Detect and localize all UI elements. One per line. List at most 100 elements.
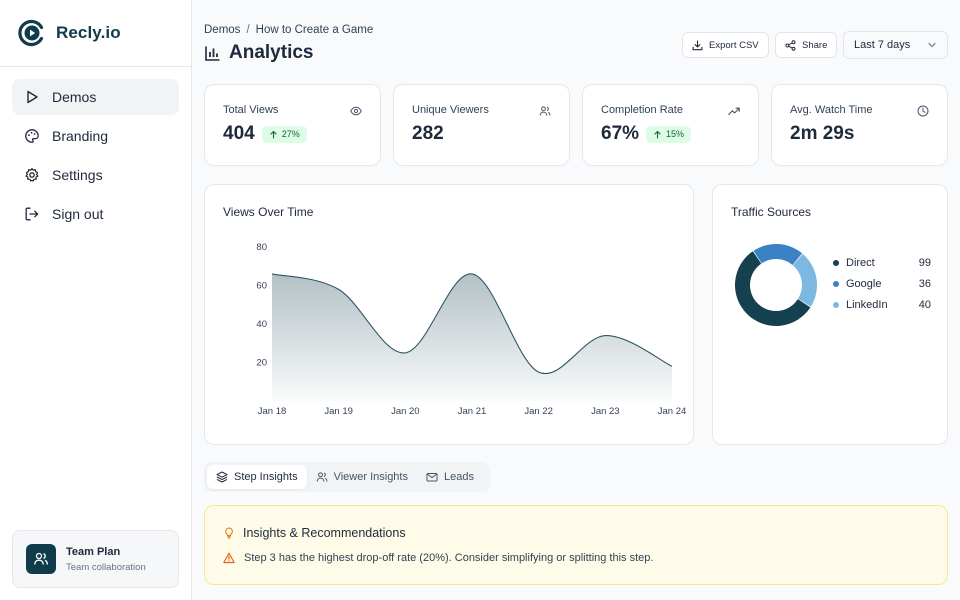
x-tick-label: Jan 18 [258, 406, 287, 417]
share-label: Share [802, 39, 828, 51]
x-tick-label: Jan 23 [591, 406, 620, 417]
share-button[interactable]: Share [775, 32, 838, 58]
x-tick-label: Jan 21 [458, 406, 487, 417]
sidebar-item-label: Branding [52, 128, 109, 144]
sidebar: Recly.io Demos Branding Settings [0, 0, 192, 600]
sign-out-icon [25, 207, 39, 221]
stat-label: Completion Rate [601, 104, 683, 116]
breadcrumb-item-demos[interactable]: Demos [204, 24, 241, 36]
plan-avatar [26, 544, 56, 574]
y-tick-label: 20 [256, 358, 267, 369]
sidebar-item-label: Demos [52, 89, 97, 105]
legend-label: Direct [846, 257, 875, 269]
users-icon [539, 106, 551, 116]
sidebar-item-branding[interactable]: Branding [12, 118, 179, 154]
insights-heading: Insights & Recommendations [223, 526, 406, 540]
breadcrumb: Demos / How to Create a Game [204, 24, 373, 36]
data-point[interactable] [399, 347, 411, 359]
traffic-sources-title: Traffic Sources [731, 205, 812, 219]
tab-label: Viewer Insights [333, 471, 408, 483]
traffic-sources-panel: Traffic Sources Direct 99 Google 36 Link… [712, 184, 948, 445]
data-point[interactable] [666, 360, 678, 372]
layers-icon [216, 471, 228, 483]
clock-icon [917, 105, 929, 117]
page-title: Analytics [204, 42, 313, 64]
plan-subtitle: Team collaboration [66, 561, 146, 573]
stat-card-unique-viewers: Unique Viewers 282 [393, 84, 570, 166]
insight-tabs: Step Insights Viewer Insights Leads [204, 462, 490, 492]
download-icon [692, 39, 703, 50]
x-tick-label: Jan 24 [658, 406, 687, 417]
plan-card[interactable]: Team Plan Team collaboration [12, 530, 179, 588]
y-tick-label: 40 [256, 319, 267, 330]
tab-label: Step Insights [234, 471, 298, 483]
data-point[interactable] [599, 330, 611, 342]
sidebar-item-label: Settings [52, 167, 103, 183]
breadcrumb-item-current: How to Create a Game [255, 24, 374, 36]
mail-icon [426, 473, 438, 482]
stat-value: 282 [412, 123, 444, 144]
area-fill [272, 273, 672, 401]
chevron-down-icon [928, 42, 936, 48]
warning-icon [223, 552, 235, 564]
series-line [271, 273, 673, 375]
breadcrumb-separator: / [246, 24, 250, 36]
legend-dot [833, 281, 839, 287]
users-icon [34, 552, 48, 565]
tab-step-insights[interactable]: Step Insights [207, 465, 307, 489]
donut-slice-google[interactable] [753, 244, 803, 265]
stat-label: Unique Viewers [412, 104, 489, 116]
gear-icon [25, 167, 39, 182]
export-csv-button[interactable]: Export CSV [682, 32, 769, 58]
play-icon [27, 90, 38, 104]
data-point[interactable] [533, 366, 545, 378]
insight-message: Step 3 has the highest drop-off rate (20… [244, 552, 654, 564]
views-over-time-panel: Views Over Time 20 40 60 80 Jan 18 Jan 19 Jan … [204, 184, 694, 445]
tab-leads[interactable]: Leads [417, 465, 483, 489]
app-name: Recly.io [56, 23, 121, 42]
share-icon [785, 39, 796, 51]
stat-value: 67% [601, 123, 640, 144]
sidebar-item-settings[interactable]: Settings [12, 157, 179, 193]
legend-item-linkedin: LinkedIn 40 [833, 299, 931, 311]
data-point[interactable] [466, 268, 478, 280]
date-range-value: Last 7 days [854, 39, 911, 51]
sidebar-item-sign-out[interactable]: Sign out [12, 196, 179, 232]
data-point[interactable] [333, 283, 345, 295]
legend-label: LinkedIn [846, 299, 888, 311]
x-tick-label: Jan 19 [324, 406, 353, 417]
traffic-sources-donut [735, 244, 817, 326]
sidebar-nav: Demos Branding Settings Sign out [0, 67, 191, 247]
legend-label: Google [846, 278, 882, 290]
legend-item-google: Google 36 [833, 278, 931, 290]
recly-logo-icon [18, 19, 44, 47]
sidebar-item-demos[interactable]: Demos [12, 79, 179, 115]
stat-card-total-views: Total Views 404 27% [204, 84, 381, 166]
users-icon [316, 472, 327, 482]
trending-up-icon [728, 107, 740, 116]
insights-panel: Insights & Recommendations Step 3 has th… [204, 505, 948, 585]
legend-dot [833, 260, 839, 266]
trend-badge-value: 15% [666, 129, 685, 139]
insights-title: Insights & Recommendations [243, 526, 406, 540]
tab-viewer-insights[interactable]: Viewer Insights [307, 465, 417, 489]
trend-badge-value: 27% [281, 129, 300, 139]
trend-badge: 27% [261, 125, 307, 143]
stat-value: 2m 29s [790, 123, 855, 144]
donut-slice-linkedin[interactable] [792, 253, 817, 307]
trend-badge: 15% [646, 125, 692, 143]
palette-icon [25, 129, 39, 143]
legend-value: 40 [918, 299, 931, 311]
legend-item-direct: Direct 99 [833, 257, 931, 269]
lightbulb-icon [225, 527, 233, 539]
stat-card-avg-watch-time: Avg. Watch Time 2m 29s [771, 84, 948, 166]
legend-value: 36 [918, 278, 931, 290]
eye-icon [350, 106, 362, 116]
logo[interactable]: Recly.io [0, 0, 191, 67]
stat-card-completion-rate: Completion Rate 67% 15% [582, 84, 759, 166]
date-range-select[interactable]: Last 7 days [843, 31, 948, 59]
donut-slice-direct[interactable] [735, 251, 811, 326]
stat-value: 404 [223, 123, 255, 144]
legend-value: 99 [918, 257, 931, 269]
data-point[interactable] [266, 268, 278, 280]
